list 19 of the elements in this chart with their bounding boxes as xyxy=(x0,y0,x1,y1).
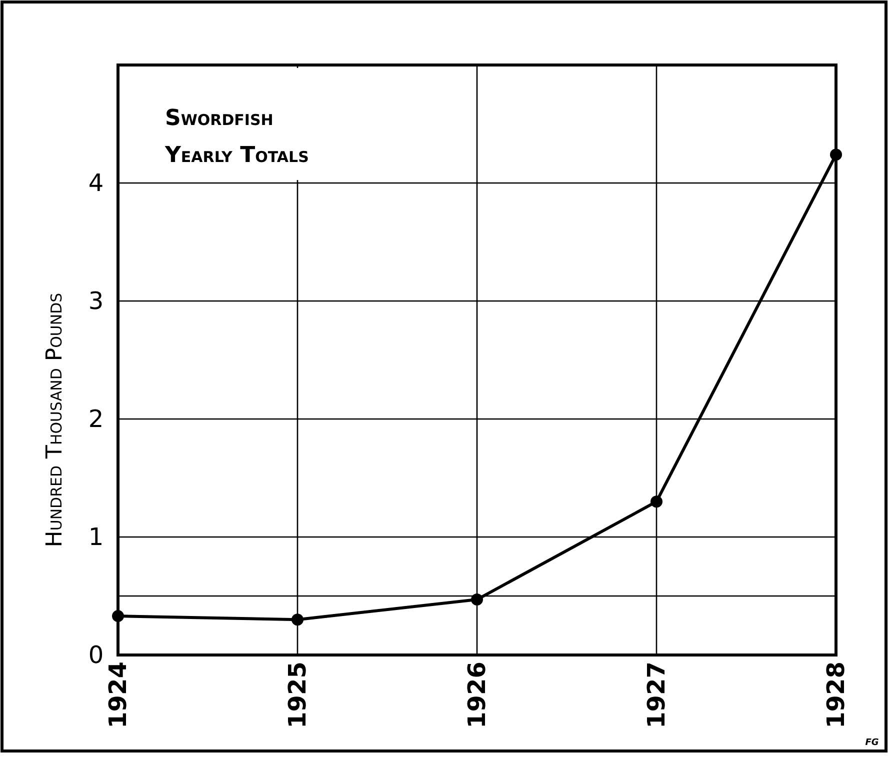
x-tick-label: 1925 xyxy=(284,662,312,728)
y-axis-title: Hundred Thousand Pounds xyxy=(42,292,68,548)
y-tick-label: 2 xyxy=(88,405,104,433)
y-tick-label: 1 xyxy=(88,523,104,551)
point xyxy=(112,610,124,622)
y-tick-label: 3 xyxy=(88,287,104,315)
x-tick-label: 1928 xyxy=(822,662,850,728)
y-tick-label: 0 xyxy=(88,641,104,669)
point xyxy=(471,594,483,606)
x-tick-label: 1924 xyxy=(104,662,132,728)
point xyxy=(830,148,842,161)
text: FG xyxy=(865,738,879,748)
point xyxy=(650,496,662,508)
x-tick-label: 1926 xyxy=(463,662,491,728)
text: Swordfish xyxy=(165,106,274,131)
point xyxy=(292,614,304,626)
text: Yearly Totals xyxy=(164,143,309,168)
y-tick-label: 4 xyxy=(88,169,104,197)
x-tick-label: 1927 xyxy=(642,662,670,728)
